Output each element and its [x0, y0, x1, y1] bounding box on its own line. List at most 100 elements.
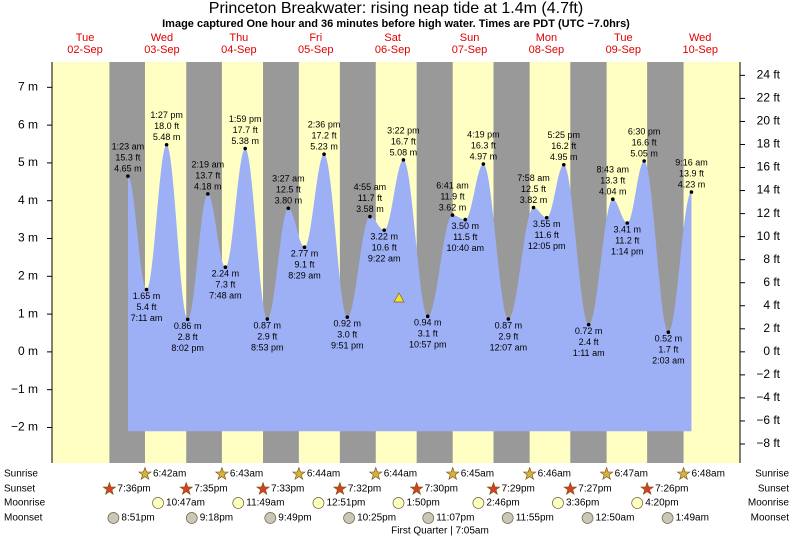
tide-label: 1.7 ft: [658, 345, 679, 355]
tide-point: [450, 213, 455, 217]
chart-title: Princeton Breakwater: rising neap tide a…: [209, 0, 583, 17]
tide-point: [382, 228, 386, 232]
tide-label: 5.23 m: [310, 142, 338, 152]
moonset-icon: [343, 512, 355, 524]
current-level-marker: [393, 292, 405, 303]
sunset-time: 7:29pm: [502, 484, 535, 495]
day-name: Wed: [151, 32, 173, 44]
y2-tick-label: 4 ft: [763, 298, 780, 312]
tide-label: 11.2 ft: [615, 235, 640, 245]
moonset-time: 10:25pm: [357, 513, 396, 524]
sunrise-icon: [214, 466, 229, 481]
tide-label: 13.9 ft: [679, 168, 705, 178]
tide-point: [302, 245, 307, 249]
tide-label: 6:30 pm: [628, 126, 661, 136]
tide-label: 8:29 am: [288, 271, 321, 281]
tide-label: 4.23 m: [678, 179, 706, 189]
tide-label: 3.41 m: [614, 224, 642, 234]
sunset-icon: [255, 481, 271, 496]
tide-label: 0.72 m: [575, 326, 603, 336]
tide-point: [126, 174, 130, 178]
sunset-time: 7:32pm: [348, 484, 381, 495]
tide-point: [243, 146, 247, 151]
tide-label: 1:11 am: [573, 348, 605, 358]
tide-label: 7:11 am: [131, 313, 163, 323]
day-name: Sun: [460, 32, 480, 44]
tide-point: [401, 158, 406, 162]
tide-label: 10.6 ft: [372, 243, 398, 253]
tide-label: 3.82 m: [520, 195, 548, 205]
sunrise-time: 6:44am: [307, 469, 340, 480]
day-date: 10-Sep: [682, 44, 717, 56]
moonset-icon: [185, 512, 198, 524]
sunset-icon: [179, 481, 194, 496]
tide-label: 3.80 m: [275, 196, 303, 206]
sunrise-icon: [291, 466, 306, 481]
sunset-time: 7:27pm: [578, 484, 611, 495]
y-tick-label: 6 m: [18, 117, 38, 131]
y-tick-label: −1 m: [11, 382, 38, 396]
day-date: 02-Sep: [67, 44, 102, 56]
tide-point: [611, 197, 615, 201]
y-tick-label: 2 m: [18, 268, 38, 282]
moonrise-icon: [552, 497, 564, 509]
row-label: Moonset: [4, 513, 43, 524]
tide-label: 4.18 m: [194, 181, 222, 191]
tide-label: 3.58 m: [356, 204, 384, 214]
tide-label: 5.4 ft: [137, 302, 158, 312]
moonset-icon: [422, 512, 435, 524]
sunrise-icon: [445, 466, 460, 481]
tide-label: 1:23 am: [112, 142, 145, 152]
row-label: Sunset: [758, 484, 789, 495]
moonrise-time: 4:20pm: [645, 498, 678, 509]
moonset-icon: [264, 512, 277, 524]
tide-label: 3.50 m: [451, 221, 479, 231]
sunset-time: 7:33pm: [271, 484, 304, 495]
sunrise-icon: [137, 466, 152, 481]
tide-area: [127, 144, 692, 432]
moonset-time: 12:50am: [596, 513, 635, 524]
tide-label: 3.0 ft: [337, 329, 358, 339]
tide-point: [625, 221, 630, 225]
tide-label: 7:58 am: [517, 173, 550, 183]
tide-label: 2.9 ft: [257, 331, 278, 341]
tide-label: 3.62 m: [439, 202, 467, 212]
moonrise-time: 2:46pm: [486, 498, 519, 509]
moonset-time: 9:49pm: [278, 513, 311, 524]
tide-label: 4.65 m: [114, 164, 142, 174]
moonrise-icon: [312, 497, 325, 509]
day-date: 03-Sep: [144, 44, 179, 56]
sunset-time: 7:30pm: [425, 484, 458, 495]
day-date: 09-Sep: [606, 44, 641, 56]
tide-label: 2.24 m: [212, 269, 240, 279]
moon-phase: First Quarter | 7:05am: [391, 526, 489, 537]
sunrise-time: 6:48am: [692, 469, 725, 480]
tide-point: [322, 152, 326, 157]
tide-label: 4.95 m: [550, 152, 578, 162]
y-tick-label: 7 m: [18, 79, 38, 93]
tide-label: 8:02 pm: [171, 343, 204, 353]
y2-tick-label: 16 ft: [757, 160, 781, 174]
moonset-time: 11:55pm: [516, 513, 554, 524]
y-tick-label: 1 m: [18, 306, 38, 320]
tide-label: 7.3 ft: [215, 280, 236, 290]
sunrise-time: 6:44am: [384, 469, 417, 480]
day-name: Tue: [76, 32, 95, 44]
tide-point: [164, 142, 169, 147]
tide-label: 3:22 pm: [387, 125, 420, 135]
y2-tick-label: 2 ft: [763, 321, 780, 335]
y2-tick-label: −8 ft: [756, 436, 780, 450]
y2-tick-label: −4 ft: [756, 390, 780, 404]
tide-label: 0.92 m: [334, 318, 362, 328]
tide-label: 4.04 m: [599, 187, 627, 197]
moonrise-time: 3:36pm: [566, 498, 599, 509]
moonset-time: 9:18pm: [200, 513, 233, 524]
tide-label: 13.7 ft: [195, 170, 221, 180]
row-label: Moonrise: [748, 498, 790, 509]
moonset-icon: [581, 512, 594, 524]
tide-label: 2.9 ft: [498, 331, 519, 341]
day-name: Fri: [309, 32, 322, 44]
tide-point: [185, 317, 190, 322]
tide-point: [463, 217, 468, 222]
